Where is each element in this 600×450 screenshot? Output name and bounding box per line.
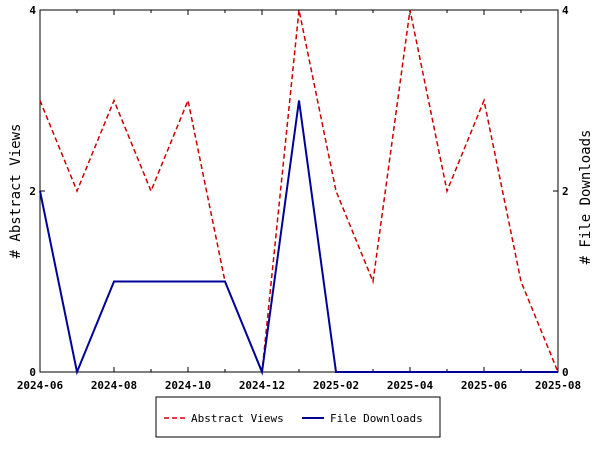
- y-left-tick-label: 2: [29, 185, 36, 198]
- legend-label-file-downloads: File Downloads: [330, 412, 423, 425]
- series-line-abstract-views: [39, 9, 559, 373]
- y-left-tick-label: 0: [29, 366, 36, 379]
- y-left-axis-title: # Abstract Views: [8, 124, 24, 259]
- legend-box: [155, 396, 441, 438]
- x-tick-label: 2024-10: [165, 379, 211, 392]
- x-tick-label: 2025-02: [313, 379, 359, 392]
- legend-label-abstract-views: Abstract Views: [191, 412, 284, 425]
- y-right-tick-label: 2: [562, 185, 569, 198]
- legend: Abstract Views File Downloads: [155, 396, 441, 438]
- x-tick-label: 2025-06: [461, 379, 508, 392]
- x-tick-label: 2025-04: [387, 379, 434, 392]
- y-right-tick-label: 4: [562, 4, 569, 17]
- y-right-tick-label: 0: [562, 366, 569, 379]
- x-tick-label: 2024-08: [91, 379, 137, 392]
- x-tick-label: 2024-06: [17, 379, 64, 392]
- x-tick-label: 2024-12: [239, 379, 285, 392]
- x-tick-label: 2025-08: [535, 379, 581, 392]
- y-right-axis-title: # File Downloads: [578, 130, 594, 265]
- plot-area: [39, 9, 559, 373]
- y-left-tick-label: 4: [29, 4, 36, 17]
- series-line-file-downloads: [39, 100, 558, 376]
